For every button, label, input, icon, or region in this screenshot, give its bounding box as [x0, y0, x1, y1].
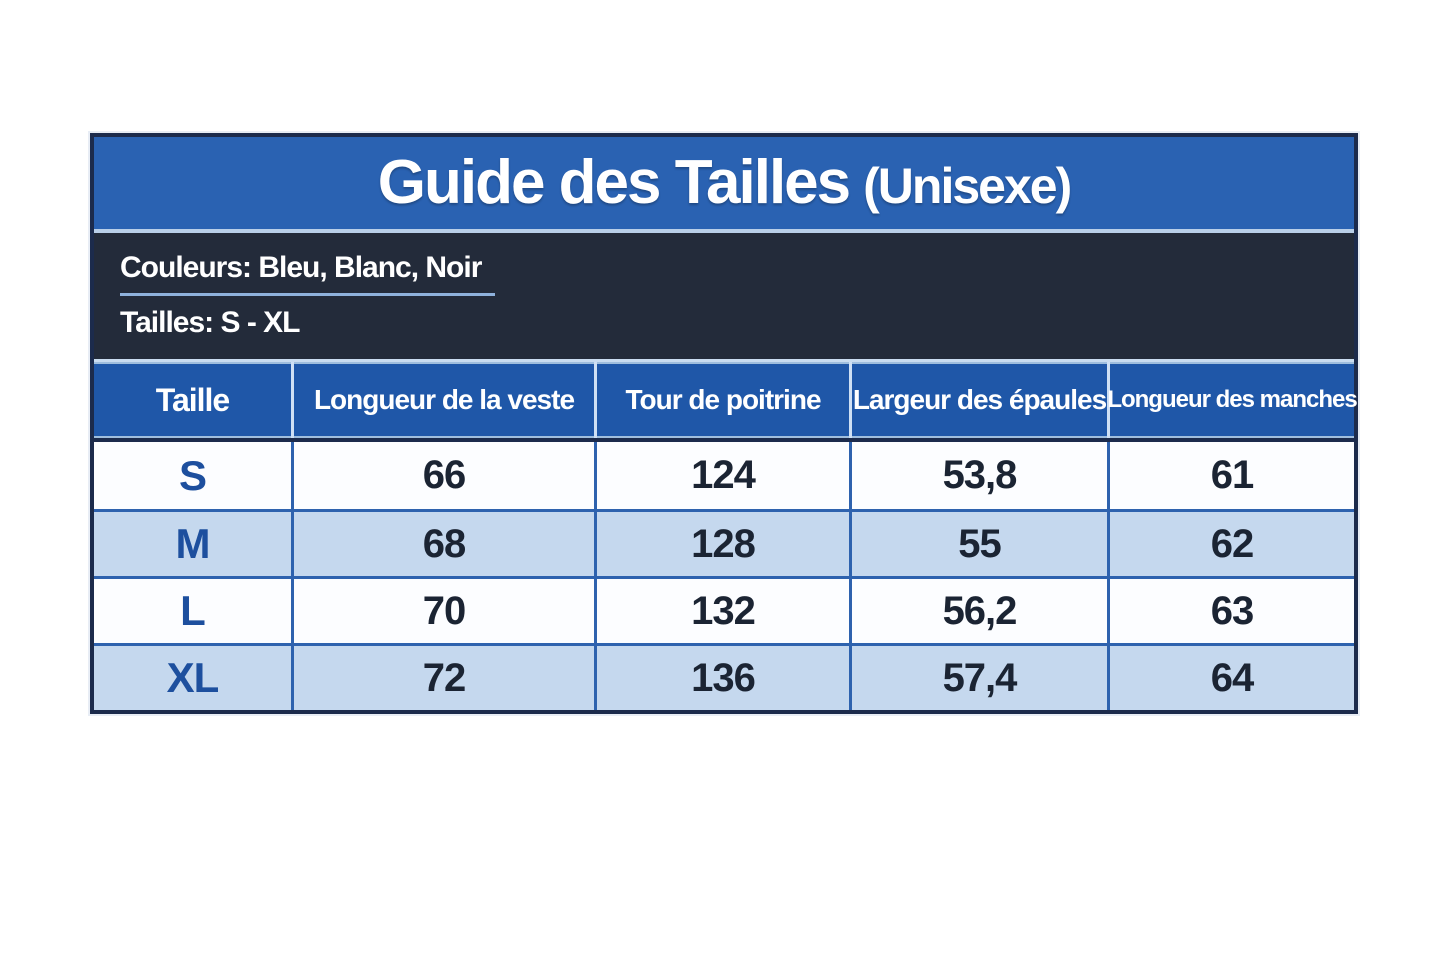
table-title: Guide des Tailles	[377, 148, 851, 217]
value-chest: 132	[597, 576, 852, 643]
value-jacket-length: 72	[294, 643, 597, 710]
value-shoulder-width: 55	[852, 509, 1110, 576]
column-header-taille: Taille	[94, 362, 294, 438]
value-shoulder-width: 56,2	[852, 576, 1110, 643]
value-shoulder-width: 53,8	[852, 442, 1110, 509]
size-label: L	[94, 576, 294, 643]
value-sleeve-length: 63	[1110, 576, 1354, 643]
table-header-row: Taille Longueur de la veste Tour de poit…	[94, 362, 1358, 442]
column-header-longueur-manches: Longueur des manches	[1107, 362, 1357, 438]
value-sleeve-length: 64	[1110, 643, 1354, 710]
size-guide-table: Guide des Tailles (Unisexe) Couleurs: Bl…	[90, 133, 1358, 714]
value-sleeve-length: 61	[1210, 453, 1255, 497]
value-jacket-length: 66	[294, 442, 597, 509]
info-section: Couleurs: Bleu, Blanc, Noir Tailles: S -…	[94, 233, 1354, 362]
value-jacket-length: 70	[294, 576, 597, 643]
table-row-l: L 70 132 56,2 63	[94, 576, 1354, 643]
size-label: S	[94, 442, 294, 509]
value-shoulder-width: 57,4	[852, 643, 1110, 710]
size-label: M	[94, 509, 294, 576]
sizes-info-line: Tailles: S - XL	[120, 306, 301, 339]
value-chest: 124	[597, 442, 852, 509]
size-label: XL	[94, 643, 294, 710]
value-chest: 136	[597, 643, 852, 710]
column-header-tour-poitrine: Tour de poitrine	[597, 362, 852, 438]
colors-info-line: Couleurs: Bleu, Blanc, Noir	[120, 251, 496, 296]
table-row-m: M 68 128 55 62	[94, 509, 1354, 576]
table-row-s: S 66 124 53,8 61	[94, 442, 1354, 509]
column-header-longueur-veste: Longueur de la veste	[294, 362, 597, 438]
table-row-xl: XL 72 136 57,4 64	[94, 643, 1354, 710]
value-sleeve-length: 62	[1110, 509, 1354, 576]
table-title-suffix: (Unisexe)	[863, 158, 1072, 214]
value-chest: 128	[597, 509, 852, 576]
table-body: S 66 124 53,8 61 M 68 128 55 62 L 70 132…	[94, 442, 1354, 710]
value-jacket-length: 68	[294, 509, 597, 576]
table-title-banner: Guide des Tailles (Unisexe)	[94, 137, 1354, 233]
column-header-largeur-epaules: Largeur des épaules	[852, 362, 1110, 438]
